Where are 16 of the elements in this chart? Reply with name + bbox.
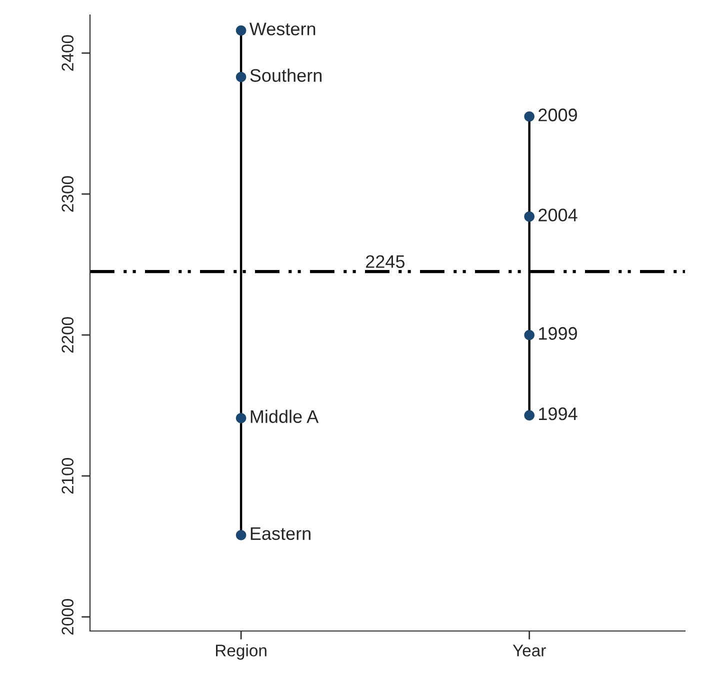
x-tick-label: Year: [512, 644, 546, 656]
annotation: Southern: [250, 68, 322, 82]
y-tick-label: 2100: [62, 458, 74, 494]
y-tick-label: 2300: [62, 176, 74, 212]
x-tick-label: Region: [216, 644, 266, 660]
annotation: Eastern: [250, 527, 310, 540]
annotation: 2004: [538, 208, 578, 222]
annotation: 1994: [539, 407, 578, 420]
ref-line-label: 2245: [366, 255, 405, 268]
y-tick-label: 2200: [62, 317, 74, 353]
y-tick-label: 2000: [62, 599, 74, 635]
y-tick-label: 2400: [62, 35, 74, 71]
annotation: Middle A: [250, 410, 319, 423]
annotation: 2009: [538, 108, 577, 122]
annotation: 1999: [539, 327, 577, 340]
annotation: Western: [249, 22, 316, 36]
